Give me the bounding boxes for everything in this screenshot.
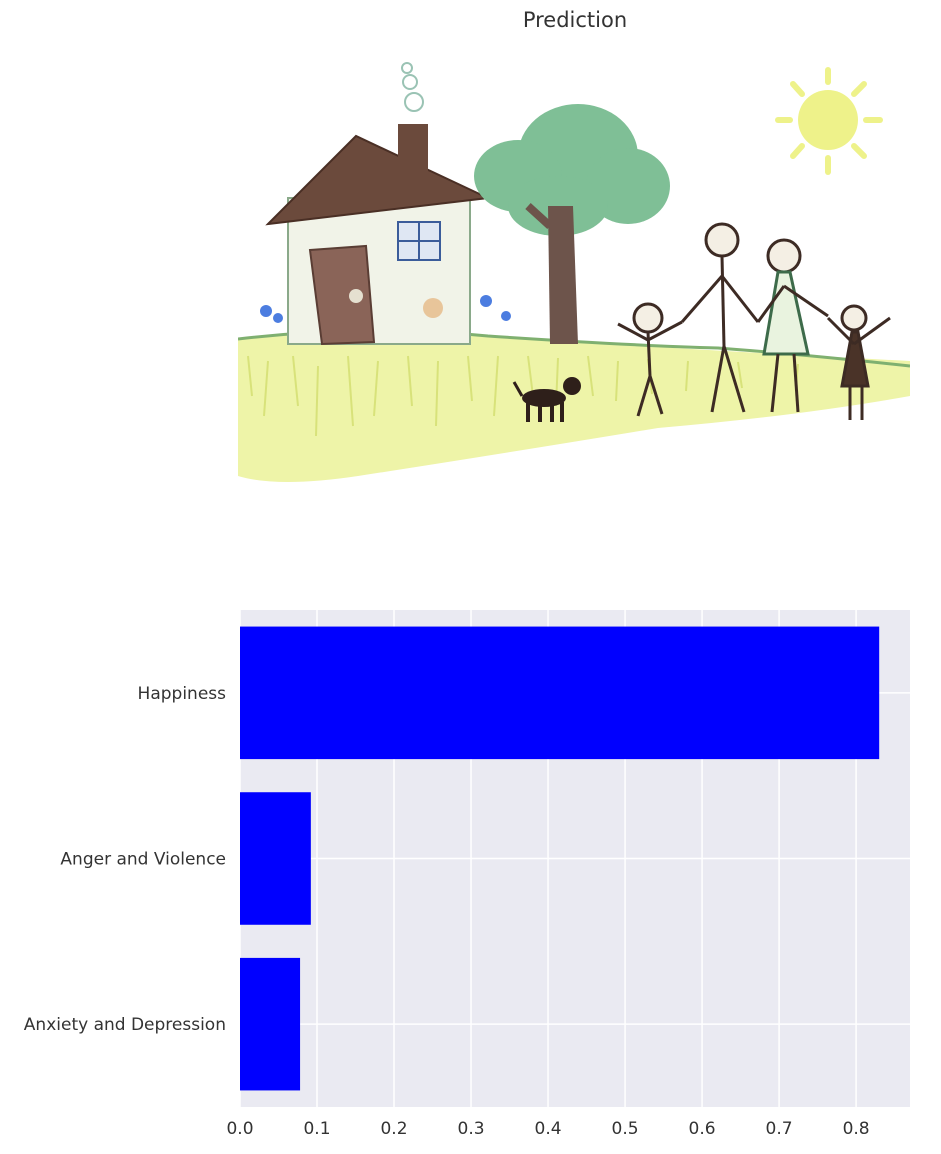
x-tick-label: 0.3 <box>458 1119 485 1139</box>
x-tick-label: 0.5 <box>612 1119 639 1139</box>
dog <box>512 377 581 422</box>
x-tick-label: 0.4 <box>535 1119 562 1139</box>
bar-chart: Happiness Anger and Violence Anxiety and D… <box>24 610 910 1139</box>
y-tick-label: Anger and Violence <box>60 850 226 870</box>
bar-anxiety-and-depression <box>240 957 301 1091</box>
sun <box>775 67 883 175</box>
x-tick-label: 0.0 <box>226 1119 253 1139</box>
x-tick-label: 0.8 <box>843 1119 870 1139</box>
house <box>260 62 511 346</box>
child-drawing-image <box>238 62 910 482</box>
x-tick-label: 0.7 <box>766 1119 793 1139</box>
x-tick-label: 0.1 <box>303 1119 330 1139</box>
x-tick-labels: 0.0 0.1 0.2 0.3 0.4 0.5 0.6 0.7 0.8 <box>226 1119 869 1139</box>
bars <box>240 626 880 1091</box>
y-tick-label: Happiness <box>138 684 227 704</box>
bar-anger-and-violence <box>240 792 311 925</box>
x-tick-label: 0.6 <box>689 1119 716 1139</box>
tree <box>474 104 670 344</box>
bar-happiness <box>240 626 880 760</box>
family-figures <box>617 222 891 420</box>
y-tick-labels: Happiness Anger and Violence Anxiety and D… <box>24 684 226 1035</box>
x-tick-label: 0.2 <box>380 1119 407 1139</box>
figure-title: Prediction <box>522 8 628 32</box>
y-tick-label: Anxiety and Depression <box>24 1015 226 1035</box>
